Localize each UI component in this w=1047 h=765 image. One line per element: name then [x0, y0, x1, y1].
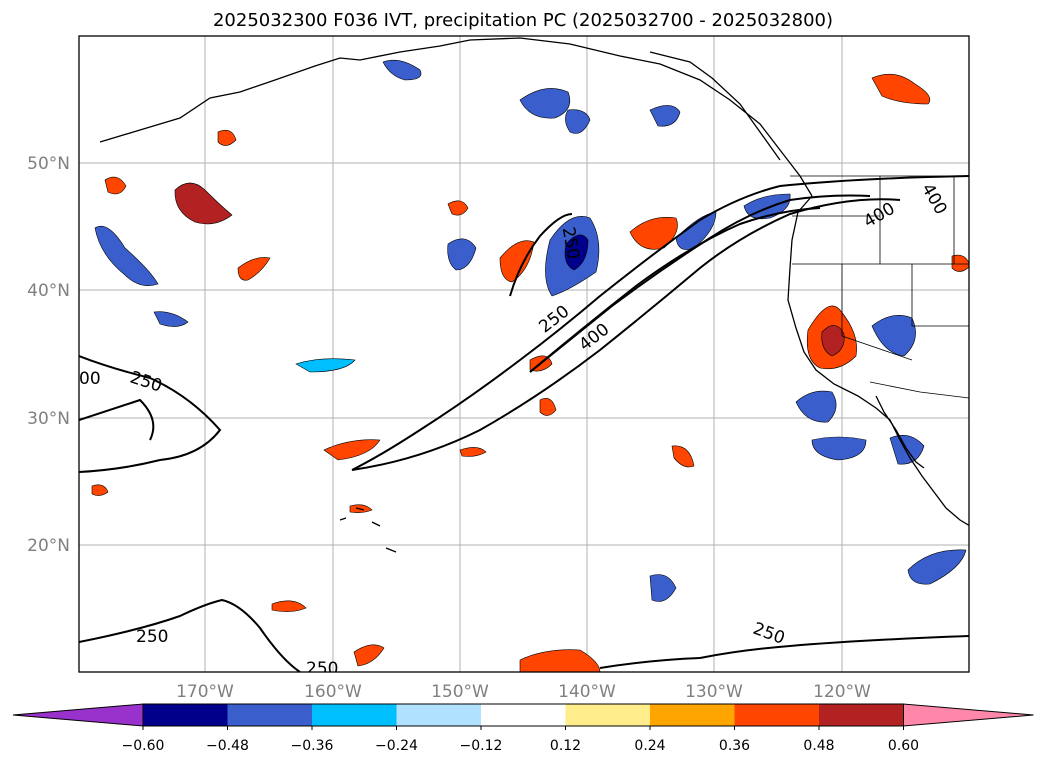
precip-blob-positive [519, 649, 601, 672]
hawaii-islands [339, 507, 397, 553]
precip-blob-positive [237, 257, 271, 281]
colorbar-tick-label: −0.36 [291, 738, 334, 754]
precip-blob-negative [565, 109, 591, 134]
ivt-contour-250 [599, 635, 969, 669]
precip-blob-negative [675, 211, 717, 250]
borders [790, 175, 969, 399]
colorbar: −0.60 −0.48 −0.36 −0.24 −0.12 0.12 0.24 0.36 0.4… [12, 703, 1034, 754]
colorbar-tick-label: −0.24 [375, 738, 418, 754]
contour-label: 250 [136, 627, 168, 647]
colorbar-segment [565, 704, 650, 726]
colorbar-tick-label: 0.24 [634, 738, 665, 754]
ivt-contours [79, 175, 969, 672]
north-america-west-coast [787, 195, 969, 527]
ivt-contour-250 [79, 355, 222, 473]
colorbar-tick-label: −0.48 [206, 738, 249, 754]
lat-tick-labels: 50°N 40°N 30°N 20°N [27, 154, 70, 556]
precip-blob-negative [447, 200, 469, 216]
ivt-contour-250 [79, 598, 301, 672]
ivt-contour-250 [351, 175, 969, 471]
map-panel: 250 250 400 250 400 400 250 250 250 00 [78, 35, 970, 679]
precip-blob-negative [447, 238, 477, 271]
coastlines [99, 37, 969, 553]
lon-tick-label: 120°W [813, 682, 871, 702]
precip-blob-positive [323, 439, 381, 461]
baja-california [875, 395, 925, 469]
state-borders [792, 176, 969, 361]
lat-tick-label: 20°N [27, 536, 70, 556]
colorbar-extend-min [12, 703, 144, 727]
precip-blob-positive [353, 644, 385, 667]
precip-blob-positive [91, 484, 109, 496]
lat-tick-label: 30°N [27, 409, 70, 429]
precip-blob-negative [795, 390, 837, 423]
precip-blob-strong-positive-core [821, 325, 845, 357]
precip-blob-negative [871, 315, 916, 357]
precip-blob-positive [951, 254, 969, 272]
colorbar-segment [396, 704, 481, 726]
precip-blob-positive [271, 600, 307, 612]
precip-blob-positive [539, 398, 557, 416]
lat-tick-label: 40°N [27, 281, 70, 301]
ivt-contour-250 [509, 213, 573, 297]
ivt-contour-250 [351, 198, 901, 471]
precip-blob-positive [671, 445, 695, 468]
precip-blob-positive [871, 73, 931, 105]
contour-label: 250 [306, 659, 338, 679]
precip-blob-negative [295, 358, 356, 373]
colorbar-segment [481, 704, 566, 726]
precip-blob-positive [459, 447, 487, 457]
precip-blob-negative [649, 105, 681, 127]
colorbar-segment [650, 704, 735, 726]
precip-blob-negative [94, 225, 159, 286]
lon-tick-label: 130°W [685, 682, 743, 702]
map-frame [78, 35, 970, 673]
lon-tick-label: 150°W [431, 682, 489, 702]
colorbar-segment [819, 704, 904, 726]
colorbar-tick-label: 0.60 [888, 738, 919, 754]
colorbar-tick-label: −0.12 [460, 738, 503, 754]
colorbar-tick-label: 0.12 [550, 738, 581, 754]
lon-tick-label: 170°W [176, 682, 234, 702]
colorbar-segment [734, 704, 819, 726]
colorbar-segment [227, 704, 312, 726]
precip-blob-strong-positive [174, 182, 233, 225]
ivt-contour-250 [79, 398, 155, 441]
lon-tick-labels: 170°W 160°W 150°W 140°W 130°W 120°W [176, 682, 871, 702]
precip-blob-positive [629, 217, 678, 250]
colorbar-segment [312, 704, 397, 726]
figure-title: 2025032300 F036 IVT, precipitation PC (2… [213, 10, 833, 31]
precip-blob-negative [907, 549, 967, 585]
precip-blob-negative [382, 59, 422, 81]
precip-blob-positive [104, 176, 127, 195]
alaska-islands [649, 51, 781, 161]
contour-label: 00 [79, 369, 101, 389]
colorbar-tick-label: 0.36 [719, 738, 750, 754]
lon-tick-label: 160°W [304, 682, 362, 702]
colorbar-tick-label: −0.60 [122, 738, 165, 754]
lat-tick-label: 50°N [27, 154, 70, 174]
precip-blob-strong-negative-core [564, 234, 589, 271]
colorbar-extend-max [903, 703, 1034, 727]
colorbar-tick-label: 0.48 [803, 738, 834, 754]
us-mexico-border [869, 381, 969, 399]
precip-blob-positive [499, 240, 535, 283]
precip-blob-positive [217, 129, 237, 146]
ivt-contour-400 [529, 207, 821, 373]
precip-blob-negative [519, 88, 571, 119]
precip-blob-negative [811, 436, 867, 461]
colorbar-segment [143, 704, 228, 726]
precip-blob-negative [649, 574, 677, 602]
precip-blobs [91, 59, 969, 672]
precip-blob-negative [153, 311, 189, 327]
lon-tick-label: 140°W [558, 682, 616, 702]
colorbar-outline [142, 703, 904, 727]
